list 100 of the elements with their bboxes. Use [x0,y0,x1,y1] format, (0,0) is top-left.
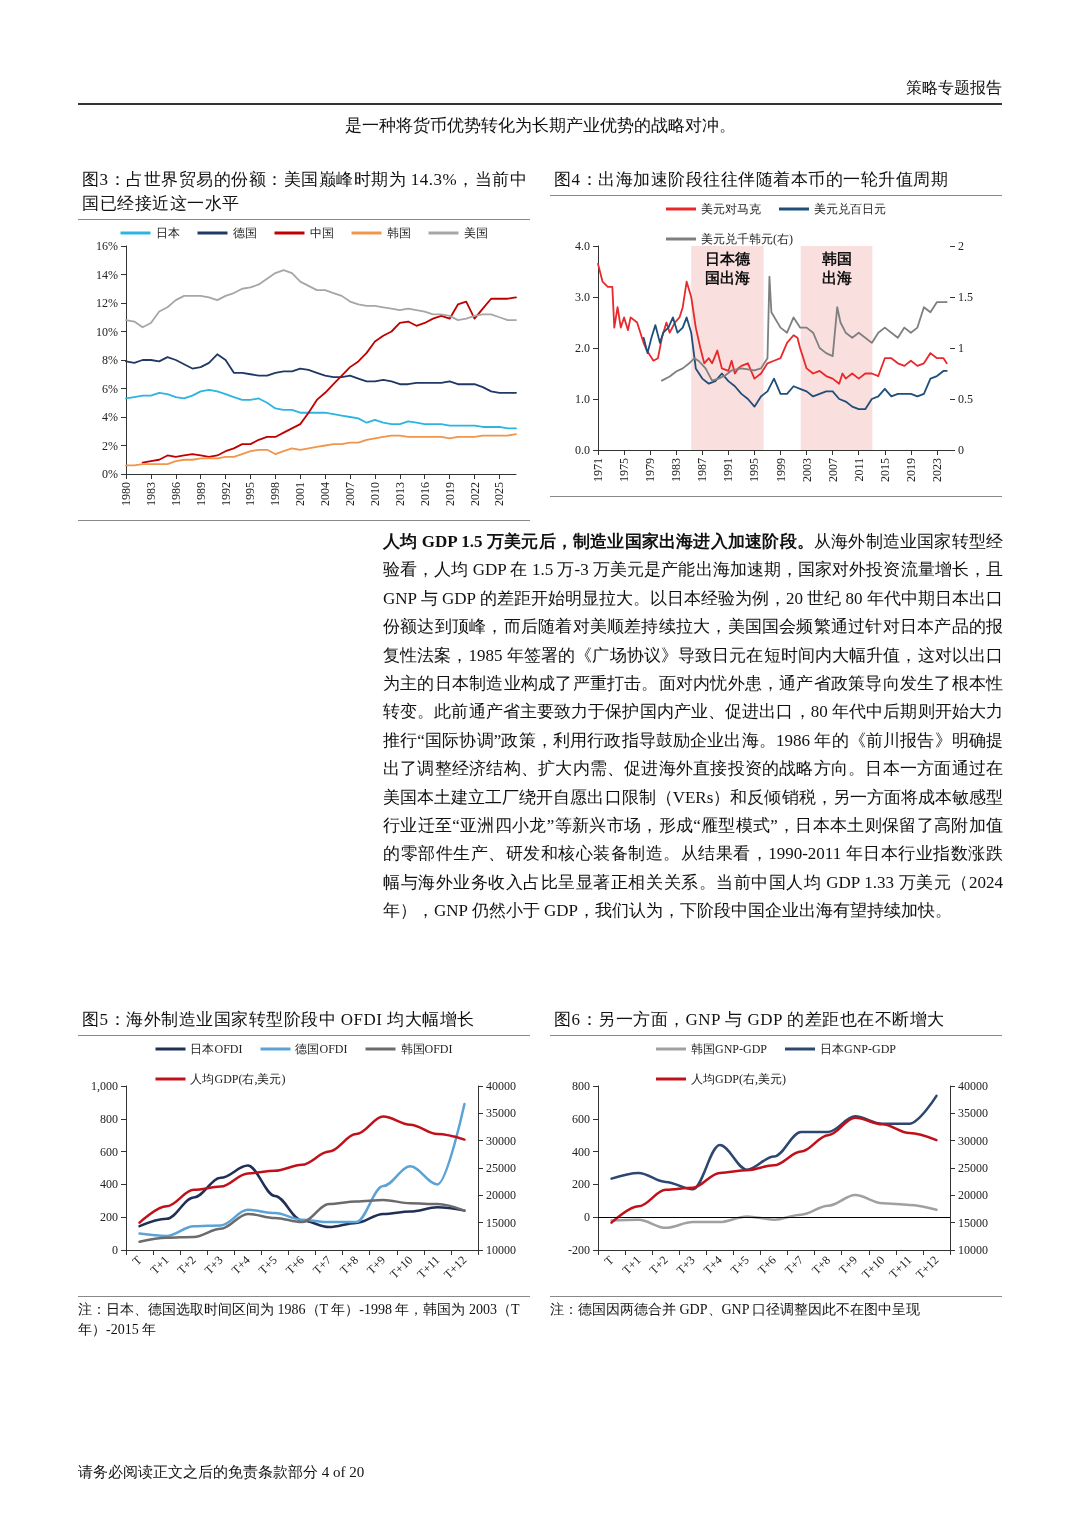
chart-title: 图5：海外制造业国家转型阶段中 OFDI 均大幅增长 [78,1008,530,1036]
x-tick-label: 2025 [492,482,507,506]
text: 策略专题报告 [78,78,1002,105]
y-tick-label: 600 [572,1111,590,1126]
x-tick-label: T+5 [255,1253,280,1278]
line-series [125,433,517,467]
band-label: 韩国出海 [820,250,852,286]
y-tick-label: 600 [100,1144,118,1159]
y2-tick-label: 40000 [958,1079,988,1093]
legend-label: 德国OFDI [295,1042,348,1056]
y-tick-label: 4.0 [575,239,590,253]
x-tick-label: 1980 [119,482,133,506]
y2-tick-label: 0 [958,443,964,457]
text: 注：日本、德国选取时间区间为 1986（T 年）-1998 年，韩国为 2003（T 年）-2015 年 [78,1301,521,1339]
legend-label: 德国 [232,226,257,240]
y-tick-label: 8% [102,353,118,367]
x-tick-label: T+7 [781,1253,807,1278]
legend-label: 中国 [309,226,334,240]
x-tick-label: 1999 [773,458,788,482]
line-series [141,296,517,464]
x-tick-label: 2023 [929,458,944,482]
line-series [125,353,517,394]
x-tick-label: 2011 [851,458,866,482]
y-tick-label: 6% [102,381,118,396]
y-tick-label: 0 [584,1210,590,1225]
x-tick-label: 1987 [695,458,710,482]
y2-tick-label: 10000 [486,1243,516,1257]
line-series [125,389,517,430]
x-tick-label: 1979 [643,458,658,482]
x-tick-label: T+1 [619,1253,644,1278]
x-tick-label: 1989 [193,482,208,506]
x-tick-label: 1983 [669,458,684,482]
legend-label: 日本 [155,226,180,240]
x-tick-label: 2015 [877,458,892,482]
x-tick-label: 1986 [168,482,183,506]
y-tick-label: 0.0 [575,443,590,457]
x-tick-label: T+5 [727,1253,752,1278]
x-tick-label: 2019 [442,482,457,506]
legend-label: 美国 [463,226,488,240]
x-tick-label: 2001 [293,482,308,506]
y-tick-label: 400 [572,1144,590,1159]
legend-label: 美元兑百日元 [814,202,886,216]
y-tick-label: 2% [102,438,118,453]
x-tick-label: 2003 [799,458,814,482]
legend-label: 日本OFDI [190,1042,243,1056]
y2-tick-label: 30000 [486,1133,516,1148]
x-tick-label: T+9 [364,1253,389,1278]
y2-tick-label: 20000 [958,1188,988,1203]
y2-tick-label: 25000 [486,1161,516,1175]
chart-title: 图4：出海加速阶段往往伴随着本币的一轮升值周期 [550,168,1002,196]
x-tick-label: 1975 [617,458,632,482]
x-tick-label: T+2 [646,1253,671,1278]
x-tick-label: 2019 [903,458,918,482]
text: 是一种将货币优势转化为长期产业优势的战略对冲。 [343,115,737,137]
x-tick-label: T+8 [337,1253,362,1278]
x-tick-label: 2010 [367,482,382,506]
legend-label: 韩国OFDI [400,1042,453,1056]
legend-label: 日本GNP-GDP [820,1042,897,1056]
line-series [138,1198,466,1244]
line-series [610,1116,938,1224]
y2-tick-label: 40000 [486,1079,516,1093]
y-tick-label: 10% [96,324,118,339]
x-tick-label: T+4 [228,1253,253,1278]
x-tick-label: 2007 [825,458,840,482]
y2-tick-label: 35000 [958,1106,988,1121]
y2-tick-label: 20000 [486,1188,516,1203]
y-tick-label: 200 [572,1177,590,1192]
y2-tick-label: 1 [958,341,964,355]
legend-label: 人均GDP(右,美元) [690,1072,786,1086]
y-tick-label: 2.0 [575,341,590,355]
y-tick-label: 16% [96,239,118,253]
x-tick-label: 1995 [243,482,258,506]
y-tick-label: 200 [100,1210,118,1225]
y-tick-label: 14% [96,267,118,282]
x-tick-label: T+8 [809,1253,834,1278]
y-tick-label: 0% [102,467,118,481]
y-tick-label: 400 [100,1177,118,1192]
y2-tick-label: 2 [958,239,964,253]
line-series [610,1193,938,1230]
x-tick-label: 1991 [721,458,736,482]
x-tick-label: 2016 [417,482,432,506]
x-tick-label: T [129,1252,145,1269]
y-tick-label: -200 [568,1243,590,1257]
line-series [138,1164,466,1229]
chart-title: 图6：另一方面，GNP 与 GDP 的差距也在不断增大 [550,1008,1002,1036]
text: 请务必阅读正文之后的免责条款部分 4 of 20 [78,1463,365,1482]
y-tick-label: 0 [112,1243,118,1257]
line-series [642,316,948,411]
chart-title: 图3：占世界贸易的份额：美国巅峰时期为 14.3%，当前中国已经接近这一水平 [78,168,530,220]
y-tick-label: 800 [572,1079,590,1093]
line-series [138,1102,466,1238]
x-tick-label: T+6 [282,1253,307,1278]
x-tick-label: 1983 [143,482,158,506]
y2-tick-label: 1.5 [958,290,973,304]
y2-tick-label: 15000 [486,1215,516,1230]
legend-label: 韩国 [386,226,411,240]
y-tick-label: 12% [96,296,118,310]
line-series [138,1115,466,1224]
legend-label: 韩国GNP-GDP [690,1042,768,1056]
x-tick-label: 1971 [591,458,605,482]
